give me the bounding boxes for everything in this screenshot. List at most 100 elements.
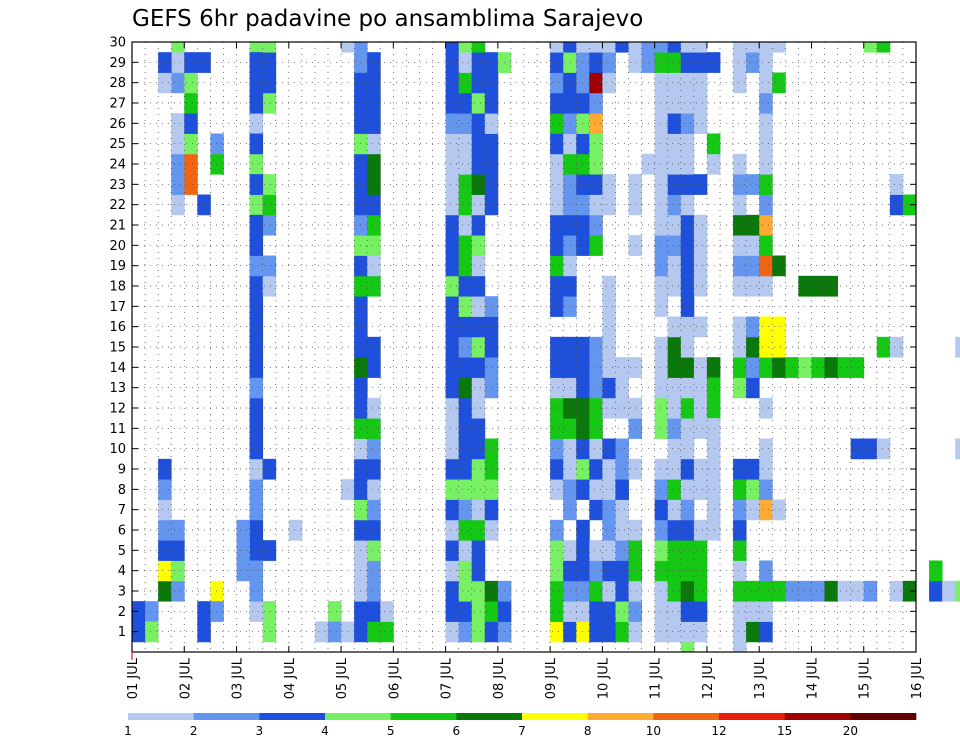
colorbar-swatch xyxy=(587,713,654,720)
heatmap-cell xyxy=(654,458,669,480)
heatmap-cell xyxy=(811,275,825,297)
heatmap-cell xyxy=(484,519,499,541)
heatmap-cell xyxy=(367,214,381,236)
colorbar-label: 15 xyxy=(777,724,792,738)
heatmap-cell xyxy=(602,621,616,643)
heatmap-cell xyxy=(458,214,473,236)
y-tick-label: 9 xyxy=(118,463,126,478)
heatmap-cell xyxy=(171,519,185,541)
heatmap-cell xyxy=(615,580,629,602)
y-tick-label: 11 xyxy=(109,422,126,437)
heatmap-cell xyxy=(615,357,629,378)
heatmap-cell xyxy=(759,316,773,338)
heatmap-cell xyxy=(602,336,616,358)
heatmap-cell xyxy=(680,336,695,358)
heatmap-cell xyxy=(759,52,773,73)
heatmap-cell xyxy=(746,458,760,480)
colorbar-label: 7 xyxy=(518,724,526,738)
heatmap-cell xyxy=(445,153,460,175)
heatmap-cell xyxy=(367,499,381,521)
heatmap-cell xyxy=(667,133,682,155)
heatmap-cell xyxy=(262,42,277,53)
colorbar-swatch xyxy=(522,713,588,720)
heatmap-cell xyxy=(367,560,381,582)
heatmap-cell xyxy=(589,174,603,195)
heatmap-cell xyxy=(576,601,590,622)
heatmap-cell xyxy=(628,621,642,643)
heatmap-cell xyxy=(654,113,669,134)
heatmap-cell xyxy=(589,418,603,439)
heatmap-cell xyxy=(484,377,499,399)
heatmap-cell xyxy=(706,52,721,73)
heatmap-cell xyxy=(341,42,355,53)
heatmap-cell xyxy=(602,316,616,338)
heatmap-cell xyxy=(380,601,394,622)
heatmap-cell xyxy=(484,580,499,602)
heatmap-cell xyxy=(471,357,486,378)
heatmap-cell xyxy=(471,92,486,114)
y-tick-label: 6 xyxy=(118,524,126,539)
heatmap-cell xyxy=(759,357,773,378)
heatmap-cell xyxy=(236,519,250,541)
colorbar-label: 20 xyxy=(843,724,858,738)
heatmap-cell xyxy=(576,438,590,460)
heatmap-cell xyxy=(262,601,277,622)
heatmap-cell xyxy=(680,275,695,297)
heatmap-cell xyxy=(445,235,460,256)
heatmap-cell xyxy=(458,255,473,277)
heatmap-cell xyxy=(602,52,616,73)
heatmap-cell xyxy=(249,499,264,521)
heatmap-cell xyxy=(550,580,564,602)
heatmap-cell xyxy=(654,377,669,399)
heatmap-cell xyxy=(837,357,852,378)
heatmap-cell xyxy=(746,580,760,602)
colorbar-label: 2 xyxy=(190,724,198,738)
heatmap-cell xyxy=(471,438,486,460)
heatmap-cell xyxy=(445,113,460,134)
heatmap-cell xyxy=(693,72,708,94)
y-tick-label: 1 xyxy=(118,625,126,640)
heatmap-cell xyxy=(171,52,185,73)
heatmap-cell xyxy=(955,336,960,358)
heatmap-cell xyxy=(550,479,564,500)
heatmap-cell xyxy=(341,479,355,500)
heatmap-cell xyxy=(693,316,708,338)
heatmap-cell xyxy=(445,499,460,521)
heatmap-cell xyxy=(667,458,682,480)
heatmap-cell xyxy=(458,438,473,460)
heatmap-cell xyxy=(576,214,590,236)
heatmap-cell xyxy=(171,42,185,53)
heatmap-cell xyxy=(576,235,590,256)
heatmap-cell xyxy=(654,357,669,378)
heatmap-cell xyxy=(445,72,460,94)
heatmap-cell xyxy=(458,519,473,541)
colorbar-label: 5 xyxy=(387,724,395,738)
heatmap-cell xyxy=(680,296,695,317)
heatmap-cell xyxy=(445,275,460,297)
heatmap-cell xyxy=(471,255,486,277)
heatmap-cell xyxy=(367,438,381,460)
heatmap-cell xyxy=(563,621,577,643)
heatmap-cell xyxy=(458,174,473,195)
heatmap-cell xyxy=(850,357,865,378)
heatmap-cell xyxy=(458,52,473,73)
heatmap-cell xyxy=(484,174,499,195)
heatmap-cell xyxy=(602,601,616,622)
heatmap-cell xyxy=(706,357,721,378)
heatmap-cell xyxy=(471,580,486,602)
heatmap-cell xyxy=(367,235,381,256)
heatmap-cell xyxy=(602,458,616,480)
heatmap-cell xyxy=(171,194,185,216)
heatmap-cell xyxy=(589,621,603,643)
heatmap-cell xyxy=(680,92,695,114)
y-tick-label: 10 xyxy=(109,442,126,457)
colorbar-label: 4 xyxy=(321,724,329,738)
x-tick-label: 13 JUL xyxy=(753,657,768,699)
heatmap-cell xyxy=(471,499,486,521)
heatmap-cell xyxy=(563,92,577,114)
heatmap-cell xyxy=(249,438,264,460)
heatmap-cell xyxy=(746,336,760,358)
heatmap-cell xyxy=(249,519,264,541)
heatmap-cell xyxy=(602,357,616,378)
heatmap-cell xyxy=(693,377,708,399)
